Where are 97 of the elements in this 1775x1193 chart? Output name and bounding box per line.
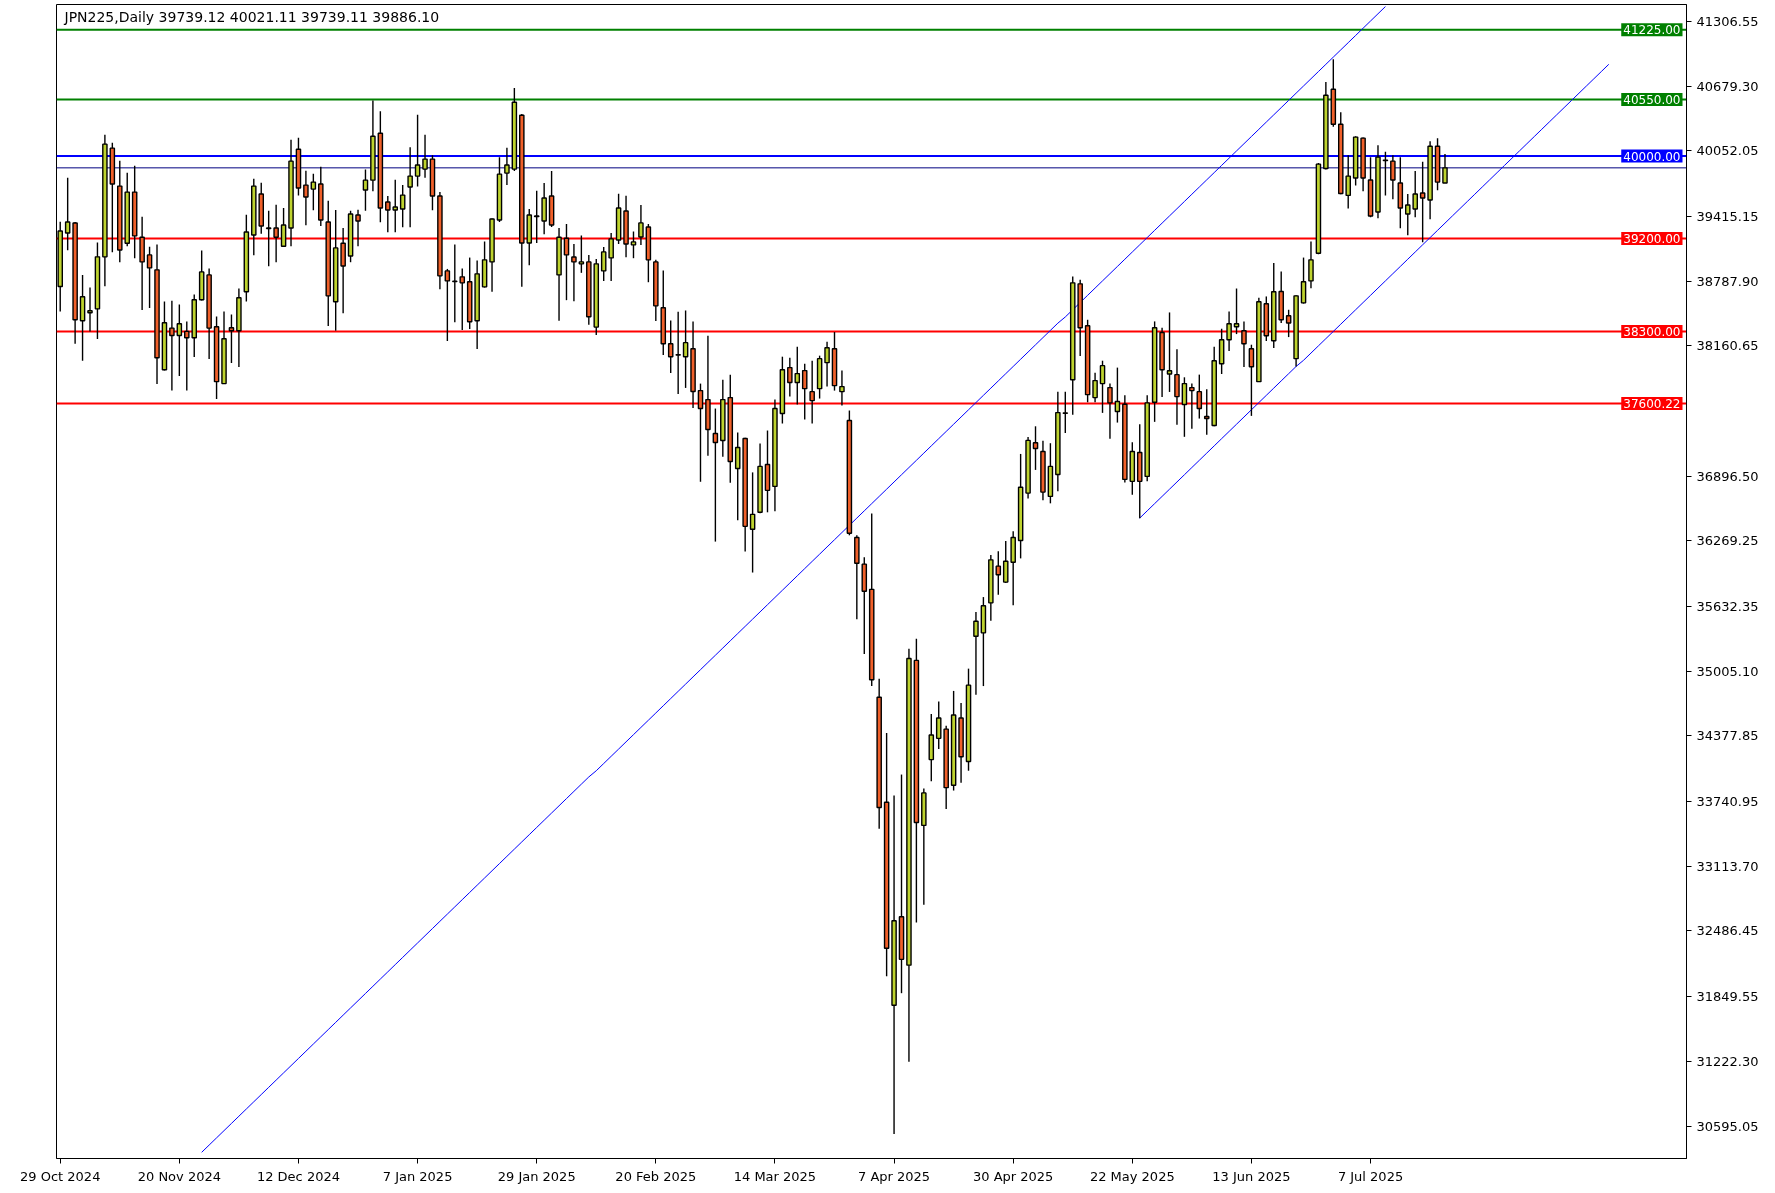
ref-line-label: 39200.00 (1623, 232, 1681, 247)
x-tick-label: 7 Jan 2025 (382, 1168, 453, 1184)
candlestick (1241, 320, 1247, 368)
candlestick (578, 234, 585, 274)
x-tick-label: 20 Feb 2025 (615, 1168, 697, 1184)
candlestick (1092, 371, 1098, 403)
candlestick (809, 360, 815, 425)
y-tick-label: 38787.90 (1696, 273, 1759, 289)
candlestick (280, 207, 287, 248)
y-tick-label: 40679.30 (1696, 78, 1759, 94)
candlestick (571, 243, 577, 302)
x-tick-label: 14 Mar 2025 (733, 1168, 817, 1184)
candlestick (1166, 311, 1173, 393)
y-tick-label: 36896.50 (1696, 468, 1759, 484)
candlestick (169, 300, 175, 392)
x-tick-label: 13 Jun 2025 (1212, 1168, 1291, 1184)
candlestick (303, 170, 309, 226)
y-tick-label: 34377.85 (1696, 728, 1759, 744)
y-tick-label: 31222.30 (1696, 1053, 1759, 1069)
candlestick (340, 227, 346, 314)
candlestick (1419, 161, 1426, 244)
candlestick (1308, 240, 1314, 289)
candlestick (1174, 348, 1180, 426)
candlestick (608, 232, 614, 282)
candlestick (1218, 328, 1225, 375)
candlestick (1062, 390, 1069, 434)
candlestick (1248, 344, 1255, 417)
y-tick-label: 35005.10 (1696, 663, 1759, 679)
candlestick (1382, 151, 1389, 197)
candlestick (541, 182, 547, 235)
x-tick-label: 22 May 2025 (1089, 1168, 1175, 1184)
ref-line-label: 40550.00 (1623, 92, 1681, 107)
ref-line-label: 38300.00 (1623, 324, 1681, 339)
candlestick (228, 313, 235, 364)
candlestick (1196, 373, 1203, 420)
candlestick (1300, 256, 1307, 305)
candlestick (600, 246, 607, 282)
candlestick (64, 177, 71, 251)
candlestick (504, 147, 510, 186)
candlestick (87, 286, 93, 333)
y-tick-label: 32486.45 (1696, 923, 1759, 939)
candlestick (310, 173, 317, 212)
ref-line-label: 41225.00 (1623, 23, 1681, 38)
candlestick (801, 362, 808, 421)
y-tick-label: 30595.05 (1696, 1118, 1759, 1134)
candlestick (749, 471, 756, 574)
candlestick (1032, 425, 1039, 471)
y-tick-label: 35632.35 (1696, 599, 1759, 615)
candlestick (1390, 154, 1396, 201)
candlestick (1226, 310, 1232, 352)
candlestick (273, 203, 279, 263)
chart-title: JPN225,Daily 39739.12 40021.11 39739.11 39886.10 (63, 8, 440, 25)
y-tick-label: 41306.55 (1696, 13, 1759, 29)
candlestick (824, 341, 830, 388)
y-tick-label: 36269.25 (1696, 533, 1759, 549)
candlestick (1442, 153, 1448, 184)
ref-line-label: 40000.00 (1623, 149, 1681, 164)
candlestick (146, 245, 153, 309)
y-tick-label: 33740.95 (1696, 794, 1759, 810)
ref-line-label: 37600.22 (1623, 397, 1681, 412)
candlestick (399, 184, 406, 228)
x-tick-label: 29 Jan 2025 (497, 1168, 576, 1184)
y-tick-label: 31849.55 (1696, 989, 1759, 1005)
x-tick-label: 7 Apr 2025 (858, 1168, 931, 1184)
candlestick (630, 230, 637, 259)
candlestick (176, 303, 183, 377)
candlestick (265, 209, 272, 267)
candlestick (667, 319, 674, 374)
candlestick (422, 134, 428, 179)
candlestick (355, 209, 361, 247)
candlestick (1233, 287, 1240, 335)
candlestick (407, 146, 413, 228)
y-tick-label: 39415.15 (1696, 208, 1759, 224)
candlestick (675, 311, 681, 395)
y-tick-label: 33113.70 (1696, 858, 1759, 874)
x-tick-label: 29 Oct 2024 (20, 1168, 101, 1184)
x-tick-label: 30 Apr 2025 (972, 1168, 1054, 1184)
candlestick (1099, 360, 1106, 414)
candlestick (533, 190, 540, 244)
candlestick (638, 204, 644, 246)
x-tick-label: 12 Dec 2024 (256, 1168, 340, 1184)
candlestick (362, 168, 369, 212)
candlestick (563, 223, 570, 301)
candlestick (1181, 376, 1188, 438)
candlestick (414, 114, 421, 188)
candlestick (995, 550, 1002, 596)
y-tick-label: 38160.65 (1696, 338, 1759, 354)
candlestick (839, 369, 845, 407)
candlestick (1107, 382, 1113, 440)
y-tick-label: 40052.05 (1696, 143, 1759, 159)
candlestick (1285, 309, 1292, 338)
candlestick (697, 382, 704, 483)
candlestick (1189, 382, 1195, 430)
candlestick (973, 611, 979, 696)
x-tick-label: 7 Jul 2025 (1337, 1168, 1404, 1184)
candlestick (444, 268, 451, 342)
x-tick-label: 20 Nov 2024 (137, 1168, 221, 1184)
